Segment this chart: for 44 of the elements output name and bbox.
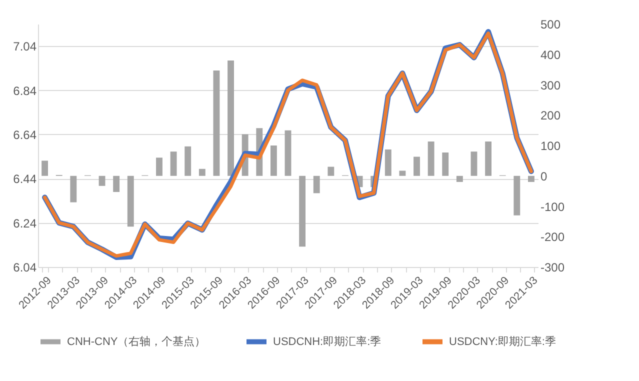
y2-tick-label: 100 (540, 139, 561, 153)
bar (442, 152, 449, 176)
y-tick-label: 6.44 (13, 172, 37, 186)
bar (528, 176, 534, 182)
y2-tick-label: 300 (540, 78, 561, 92)
bar (456, 176, 463, 182)
bar (70, 176, 77, 202)
bar (470, 152, 478, 176)
bar (156, 158, 162, 176)
y2-tick-label: 500 (540, 18, 561, 32)
y2-tick-label: -100 (540, 200, 565, 214)
bar (213, 70, 220, 176)
y-tick-label: 6.64 (13, 128, 37, 142)
bar (399, 170, 406, 176)
bar (113, 176, 120, 192)
y2-tick-label: -300 (540, 260, 565, 274)
bar (42, 160, 48, 176)
y-tick-label: 6.24 (13, 216, 37, 230)
bar (384, 149, 392, 176)
bar (198, 168, 206, 176)
bar (170, 152, 177, 176)
y2-tick-label: -200 (540, 230, 565, 244)
bar (485, 142, 492, 176)
y-tick-label: 7.04 (13, 40, 37, 54)
y2-tick-label: 400 (540, 48, 561, 62)
bar (299, 176, 306, 247)
bar (428, 142, 434, 176)
y-tick-label: 6.04 (13, 260, 37, 274)
legend-label: CNH-CNY（右轴，个基点） (67, 334, 206, 348)
legend-label: USDCNH:即期汇率:季 (273, 334, 382, 348)
bar (284, 130, 292, 176)
y-tick-label: 6.84 (13, 84, 37, 98)
bar (184, 146, 192, 176)
bar (514, 176, 520, 216)
bar (228, 60, 234, 176)
bar (270, 146, 277, 176)
y2-tick-label: 0 (540, 169, 548, 184)
legend-label: USDCNY:即期汇率:季 (449, 334, 556, 348)
bar (414, 156, 420, 176)
bar (313, 176, 320, 194)
y2-tick-label: 200 (540, 108, 561, 123)
bar (98, 176, 106, 186)
bar (127, 176, 134, 227)
bar (328, 166, 334, 176)
